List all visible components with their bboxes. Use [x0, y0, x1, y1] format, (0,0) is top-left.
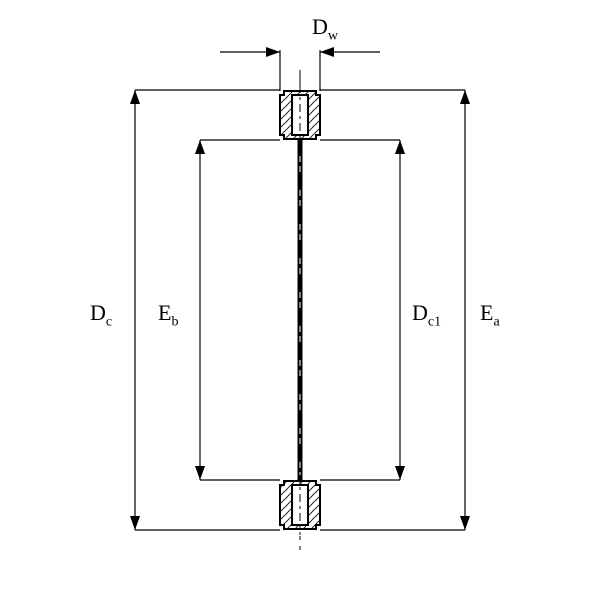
label-Dc1-main: D: [412, 300, 428, 325]
label-Dc: Dc: [90, 300, 112, 330]
label-Dc1-sub: c1: [428, 314, 441, 329]
label-Eb-main: E: [158, 300, 171, 325]
label-Dw-sub: w: [328, 28, 338, 43]
label-Dc-main: D: [90, 300, 106, 325]
label-Eb-sub: b: [171, 314, 178, 329]
label-Dc1: Dc1: [412, 300, 441, 330]
label-Dw: Dw: [312, 14, 338, 44]
label-Ea: Ea: [480, 300, 500, 330]
label-Dw-main: D: [312, 14, 328, 39]
label-Ea-main: E: [480, 300, 493, 325]
label-Ea-sub: a: [493, 314, 499, 329]
label-Dc-sub: c: [106, 314, 112, 329]
label-Eb: Eb: [158, 300, 178, 330]
